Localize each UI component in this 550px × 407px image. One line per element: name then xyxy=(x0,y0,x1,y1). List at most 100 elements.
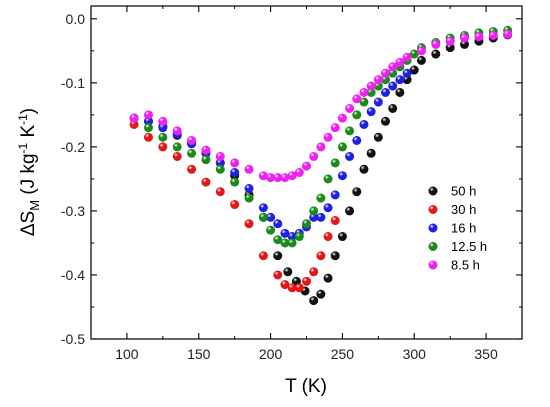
data-point xyxy=(330,190,340,200)
legend-marker xyxy=(428,242,438,252)
data-point xyxy=(143,132,153,142)
data-point xyxy=(172,142,182,152)
data-point xyxy=(388,81,398,91)
data-point xyxy=(503,29,513,39)
data-point xyxy=(309,296,319,306)
data-point xyxy=(230,168,240,178)
data-point xyxy=(431,39,441,49)
data-point xyxy=(230,200,240,210)
legend-label: 30 h xyxy=(451,202,476,217)
data-point xyxy=(337,171,347,181)
x-axis-title: T (K) xyxy=(285,376,327,397)
data-point xyxy=(187,164,197,174)
data-point xyxy=(143,123,153,133)
data-point xyxy=(366,81,376,91)
data-point xyxy=(273,270,283,280)
y-tick-label: -0.5 xyxy=(61,331,85,347)
data-point xyxy=(215,187,225,197)
data-point xyxy=(330,158,340,168)
data-point xyxy=(330,123,340,133)
data-point xyxy=(359,164,369,174)
data-point xyxy=(323,232,333,242)
x-tick-label: 150 xyxy=(187,346,211,362)
data-point xyxy=(301,161,311,171)
data-point xyxy=(301,276,311,286)
data-point xyxy=(352,187,362,197)
x-tick-label: 100 xyxy=(115,346,139,362)
data-point xyxy=(337,113,347,123)
data-point xyxy=(352,135,362,145)
data-point xyxy=(215,151,225,161)
data-point xyxy=(215,164,225,174)
data-point xyxy=(287,238,297,248)
data-point xyxy=(309,151,319,161)
y-tick-label: -0.4 xyxy=(61,267,85,283)
data-point xyxy=(337,142,347,152)
x-tick-label: 300 xyxy=(403,346,427,362)
data-point xyxy=(345,151,355,161)
data-point xyxy=(172,151,182,161)
x-tick-label: 200 xyxy=(259,346,283,362)
data-point xyxy=(187,135,197,145)
y-axis-title-exp1: -1 xyxy=(16,142,30,153)
data-point xyxy=(381,87,391,97)
data-point xyxy=(316,193,326,203)
x-tick-label: 350 xyxy=(474,346,498,362)
data-point xyxy=(395,57,405,67)
y-axis-title-close: ) xyxy=(18,108,39,114)
data-point xyxy=(373,97,383,107)
data-point xyxy=(244,219,254,229)
data-point xyxy=(258,212,268,222)
legend-label: 12.5 h xyxy=(451,239,487,254)
data-point xyxy=(395,75,405,85)
legend: 50 h 30 h 16 h 12.5 h 8.5 h xyxy=(428,184,487,273)
data-point xyxy=(201,155,211,165)
data-point xyxy=(323,203,333,213)
data-point xyxy=(283,267,293,277)
data-point xyxy=(316,142,326,152)
data-point xyxy=(345,206,355,216)
x-axis-ticks: 100 150 200 250 300 350 xyxy=(115,6,498,362)
y-axis-title: ΔSM (J kg-1 K-1) xyxy=(16,108,42,236)
data-point xyxy=(416,55,426,65)
series-30-h xyxy=(129,119,340,293)
data-point xyxy=(352,94,362,104)
data-point xyxy=(309,267,319,277)
data-point xyxy=(330,216,340,226)
data-point xyxy=(431,49,441,59)
data-point xyxy=(330,251,340,261)
data-point xyxy=(258,251,268,261)
series-8-5-h xyxy=(129,29,513,183)
data-point xyxy=(143,110,153,120)
y-tick-label: -0.3 xyxy=(61,203,85,219)
y-axis-title-exp2: -1 xyxy=(16,114,30,125)
legend-marker xyxy=(428,223,438,233)
data-point xyxy=(258,203,268,213)
data-point xyxy=(316,251,326,261)
data-series-layer xyxy=(129,25,513,306)
data-point xyxy=(402,52,412,62)
legend-marker xyxy=(428,186,438,196)
data-point xyxy=(323,174,333,184)
data-point xyxy=(244,164,254,174)
y-axis-ticks: 0.0 -0.1 -0.2 -0.3 -0.4 -0.5 xyxy=(61,11,522,347)
legend-marker xyxy=(428,205,438,215)
data-point xyxy=(381,68,391,78)
data-point xyxy=(244,193,254,203)
data-point xyxy=(129,113,139,123)
data-point xyxy=(201,145,211,155)
data-point xyxy=(345,103,355,113)
y-tick-label: -0.2 xyxy=(61,139,85,155)
data-point xyxy=(445,36,455,46)
data-point xyxy=(244,184,254,194)
y-axis-title-sub: M xyxy=(27,200,42,211)
legend-label: 50 h xyxy=(451,184,476,199)
data-point xyxy=(294,283,304,293)
data-point xyxy=(373,75,383,85)
y-axis-title-main: ΔS xyxy=(18,211,39,236)
data-point xyxy=(273,251,283,261)
data-point xyxy=(230,177,240,187)
data-point xyxy=(187,148,197,158)
data-point xyxy=(323,273,333,283)
